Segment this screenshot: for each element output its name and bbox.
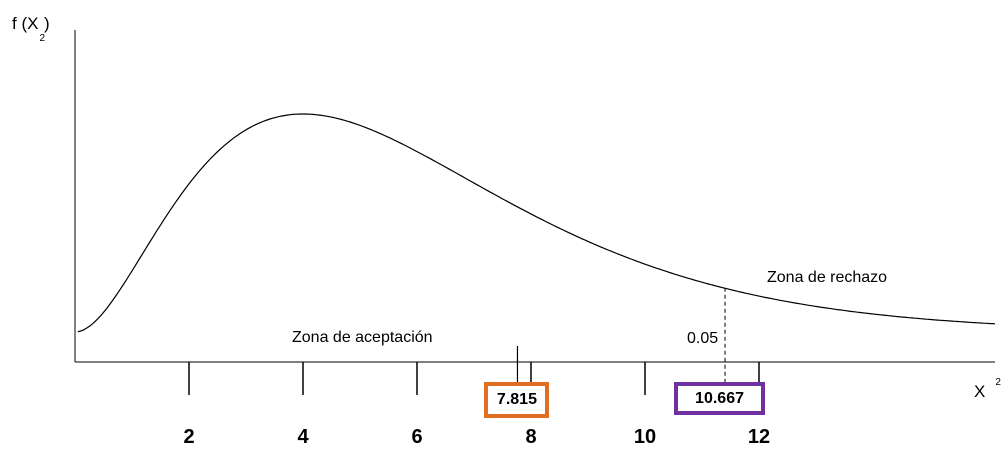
observed-value-text: 7.815 [496, 391, 537, 408]
x-tick-label: 4 [297, 426, 309, 448]
x-tick-label: 6 [411, 426, 423, 448]
y-axis-label: f (X2) [12, 14, 50, 44]
x-tick-label: 10 [633, 426, 657, 448]
y-axis-label-close: ) [44, 14, 50, 33]
y-axis-label-subscript: 2 [39, 33, 46, 44]
x-axis-label-superscript: 2 [995, 377, 1001, 388]
critical-value-box: 10.667 [674, 382, 766, 415]
x-tick-label: 2 [183, 426, 195, 448]
rejection-zone-label: Zona de rechazo [767, 269, 888, 286]
x-tick-label: 8 [525, 426, 537, 448]
acceptance-zone-label: Zona de aceptación [292, 329, 433, 346]
critical-value-text: 10.667 [695, 390, 744, 407]
alpha-label: 0.05 [687, 330, 719, 347]
x-tick-label: 12 [747, 426, 771, 448]
density-curve [77, 113, 996, 333]
observed-value-box: 7.815 [484, 382, 550, 418]
